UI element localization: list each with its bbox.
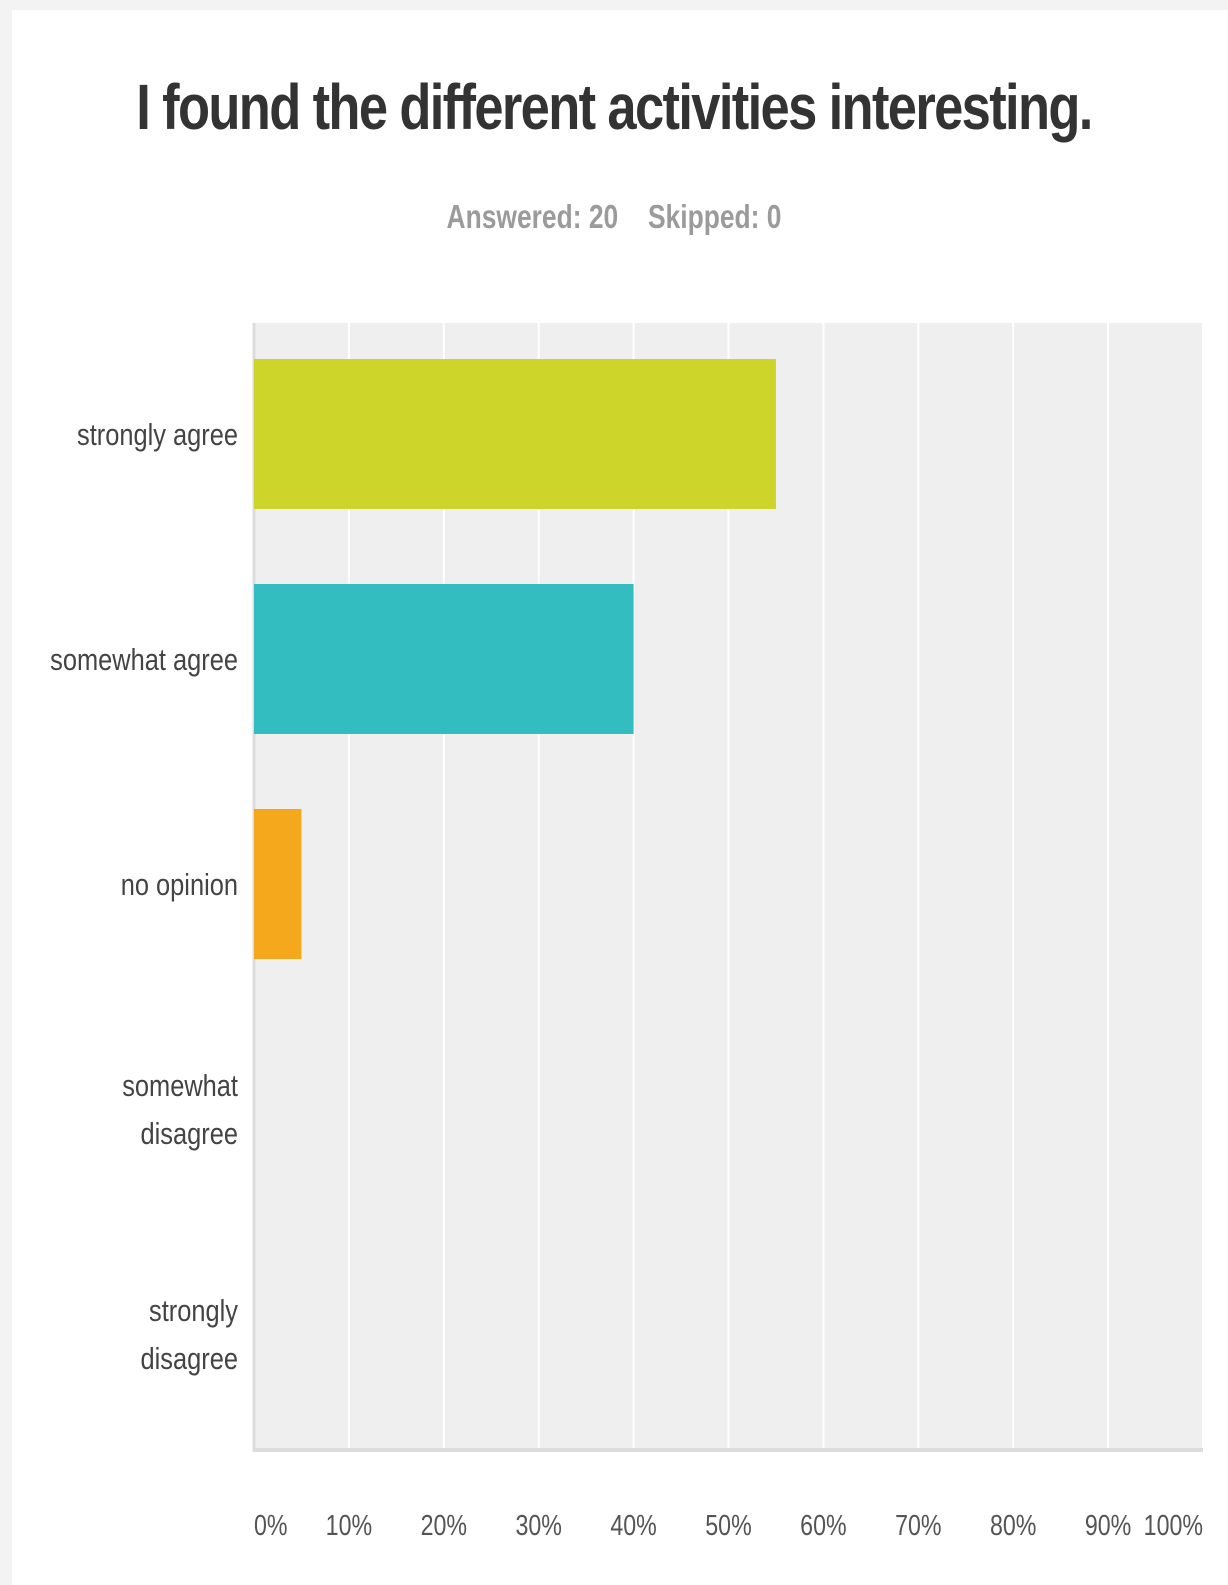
x-tick-label: 20%	[421, 1508, 467, 1541]
category-label: strongly agree	[77, 418, 238, 453]
x-tick-label: 60%	[800, 1508, 846, 1541]
bar-strongly-agree	[254, 359, 776, 509]
skipped-count: Skipped: 0	[647, 198, 782, 235]
x-tick-label: 80%	[990, 1508, 1036, 1541]
category-label: disagree	[141, 1117, 238, 1152]
answered-count: Answered: 20	[446, 198, 619, 235]
x-tick-label: 70%	[895, 1508, 941, 1541]
chart-title: I found the different activities interes…	[136, 71, 1093, 143]
x-tick-label: 30%	[515, 1508, 561, 1541]
x-tick-label: 0%	[254, 1508, 288, 1541]
category-label: somewhat agree	[50, 643, 238, 678]
x-tick-label: 10%	[326, 1508, 372, 1541]
x-tick-label: 50%	[705, 1508, 751, 1541]
x-tick-label: 100%	[1144, 1508, 1203, 1541]
bar-somewhat-agree	[254, 584, 634, 734]
x-tick-label: 90%	[1085, 1508, 1131, 1541]
bar-no-opinion	[254, 809, 302, 959]
category-label: somewhat	[122, 1069, 238, 1104]
category-label: disagree	[141, 1342, 238, 1377]
category-label: strongly	[149, 1294, 239, 1329]
response-summary: Answered: 20 Skipped: 0	[123, 198, 1105, 236]
x-tick-label: 40%	[610, 1508, 656, 1541]
category-label: no opinion	[121, 868, 238, 903]
